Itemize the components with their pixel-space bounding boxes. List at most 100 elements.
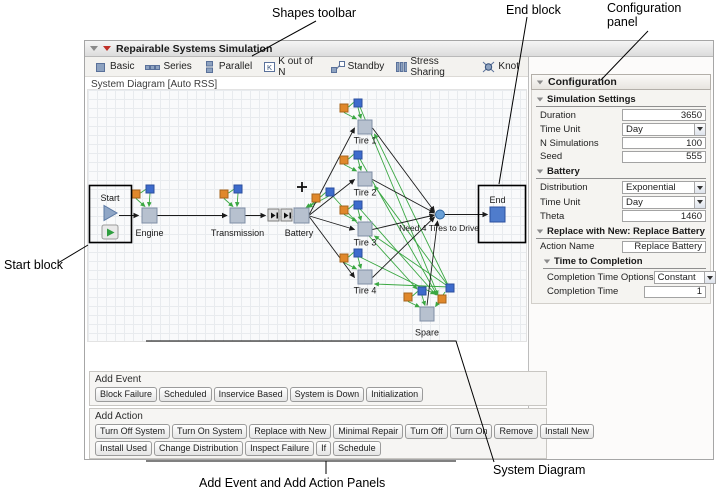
tire3-label: Tire 3 [354, 238, 377, 248]
toolbar-item-parallel[interactable]: Parallel [203, 60, 252, 73]
dropdown-button[interactable] [694, 182, 705, 193]
tire4-block[interactable] [357, 269, 373, 285]
change-distribution-button[interactable]: Change Distribution [154, 440, 244, 456]
annotation-end-block: End block [506, 3, 561, 17]
if-button[interactable]: If [316, 440, 332, 456]
transmission-block[interactable] [229, 207, 246, 224]
tire2-block[interactable] [357, 171, 373, 187]
engine-action-square[interactable] [145, 184, 155, 194]
toolbar-item-standby[interactable]: Standby [330, 60, 385, 73]
green-link [421, 295, 427, 307]
theta-input[interactable]: 1460 [622, 210, 706, 222]
completion-time-options-select[interactable]: Constant [653, 271, 716, 284]
outline-collapse-icon[interactable] [90, 46, 98, 51]
install-new-button[interactable]: Install New [540, 424, 595, 439]
tire1-event-square[interactable] [339, 103, 349, 113]
field-label: Action Name [540, 241, 595, 252]
green-link [343, 262, 358, 270]
battery-time-unit-select[interactable]: Day [622, 195, 706, 209]
spare-action-square-2[interactable] [445, 283, 455, 293]
tire4-action-square[interactable] [353, 248, 363, 258]
section-battery-header[interactable]: Battery [536, 164, 706, 179]
battery-event-square[interactable] [311, 193, 321, 203]
tire2-action-square[interactable] [353, 150, 363, 160]
green-link [234, 193, 240, 208]
tire2-label: Tire 2 [354, 188, 377, 198]
inservice-based-button[interactable]: Inservice Based [213, 387, 288, 402]
section-time-to-completion-header[interactable]: Time to Completion [543, 254, 706, 269]
battery-block[interactable] [293, 207, 310, 224]
section-simulation-settings-header[interactable]: Simulation Settings [536, 92, 706, 107]
configuration-title: Configuration [548, 76, 617, 88]
inspect-failure-button[interactable]: Inspect Failure [245, 440, 315, 456]
tire1-action-square[interactable] [353, 98, 363, 108]
transmission-action-square[interactable] [233, 184, 243, 194]
system-diagram-canvas[interactable]: Start Engine Transmission Battery Tire 1… [88, 90, 528, 343]
initialization-button[interactable]: Initialization [366, 387, 424, 402]
replace-with-new-button[interactable]: Replace with New [249, 424, 332, 439]
spare-event-square-2[interactable] [437, 294, 447, 304]
toolbar-item-k-out-of-n[interactable]: K K out of N [263, 56, 319, 78]
spare-action-square[interactable] [417, 286, 427, 296]
engine-block[interactable] [141, 207, 158, 224]
transmission-event-square[interactable] [219, 189, 229, 199]
toolbar-item-basic[interactable]: Basic [94, 61, 134, 73]
engine-event-square[interactable] [131, 189, 141, 199]
turn-off-system-button[interactable]: Turn Off System [95, 424, 171, 439]
dropdown-button[interactable] [703, 272, 715, 283]
start-arrow-shape[interactable] [103, 204, 119, 222]
chevron-down-icon [697, 200, 703, 204]
spare-block[interactable] [419, 306, 435, 322]
tire3-block[interactable] [357, 221, 373, 237]
toolbar-item-stress-sharing[interactable]: Stress Sharing [395, 56, 471, 78]
dropdown-button[interactable] [694, 196, 705, 208]
system-diagram-area[interactable]: Start Engine Transmission Battery Tire 1… [87, 89, 527, 342]
add-action-buttons-row1: Turn Off System Turn On System Replace w… [95, 424, 595, 439]
configuration-header[interactable]: Configuration [531, 74, 711, 90]
field-label: Duration [540, 109, 576, 121]
section-replace-with-new: Replace with New: Replace Battery Action… [536, 224, 706, 253]
n-simulations-input[interactable]: 100 [622, 137, 706, 149]
connector-battery-tire2 [309, 179, 356, 216]
toolbar-item-series[interactable]: Series [145, 61, 192, 73]
action-name-input[interactable]: Replace Battery [622, 240, 706, 253]
knot-node[interactable] [435, 209, 445, 220]
svg-text:K: K [267, 63, 272, 72]
green-link [223, 198, 234, 207]
tire4-event-square[interactable] [339, 253, 349, 263]
tire1-block[interactable] [357, 119, 373, 135]
distribution-select[interactable]: Exponential [622, 181, 706, 194]
tire3-event-square[interactable] [339, 205, 349, 215]
time-unit-select[interactable]: Day [622, 122, 706, 136]
turn-off-button[interactable]: Turn Off [405, 424, 448, 439]
schedule-button[interactable]: Schedule [333, 440, 381, 456]
turn-on-system-button[interactable]: Turn On System [172, 424, 248, 439]
tire2-event-square[interactable] [339, 155, 349, 165]
completion-time-input[interactable]: 1 [644, 285, 706, 298]
config-row: Time Unit Day [540, 122, 706, 136]
tire3-action-square[interactable] [353, 200, 363, 210]
seed-input[interactable]: 555 [622, 150, 706, 163]
config-row: Duration 3650 [540, 109, 706, 121]
add-action-title: Add Action [95, 411, 143, 422]
select-value: Day [626, 196, 643, 208]
battery-action-square[interactable] [325, 187, 335, 197]
install-used-button[interactable]: Install Used [95, 440, 153, 456]
duration-input[interactable]: 3650 [622, 109, 706, 121]
green-link [343, 112, 358, 120]
block-failure-button[interactable]: Block Failure [95, 387, 158, 402]
scheduled-button[interactable]: Scheduled [159, 387, 212, 402]
end-block[interactable] [489, 206, 506, 223]
dropdown-button[interactable] [694, 123, 705, 135]
turn-on-button[interactable]: Turn On [449, 424, 493, 439]
red-triangle-menu-icon[interactable] [103, 46, 111, 51]
spare-event-square[interactable] [403, 292, 413, 302]
section-replace-with-new-header[interactable]: Replace with New: Replace Battery [536, 224, 706, 239]
k-out-of-n-icon: K [264, 61, 276, 72]
system-is-down-button[interactable]: System is Down [289, 387, 365, 402]
app-window: Repairable Systems Simulation Basic Seri… [84, 40, 716, 460]
toolbar-item-knot[interactable]: Knot [482, 61, 519, 73]
toolbar-label: Standby [347, 61, 385, 72]
minimal-repair-button[interactable]: Minimal Repair [333, 424, 404, 439]
remove-button[interactable]: Remove [494, 424, 538, 439]
